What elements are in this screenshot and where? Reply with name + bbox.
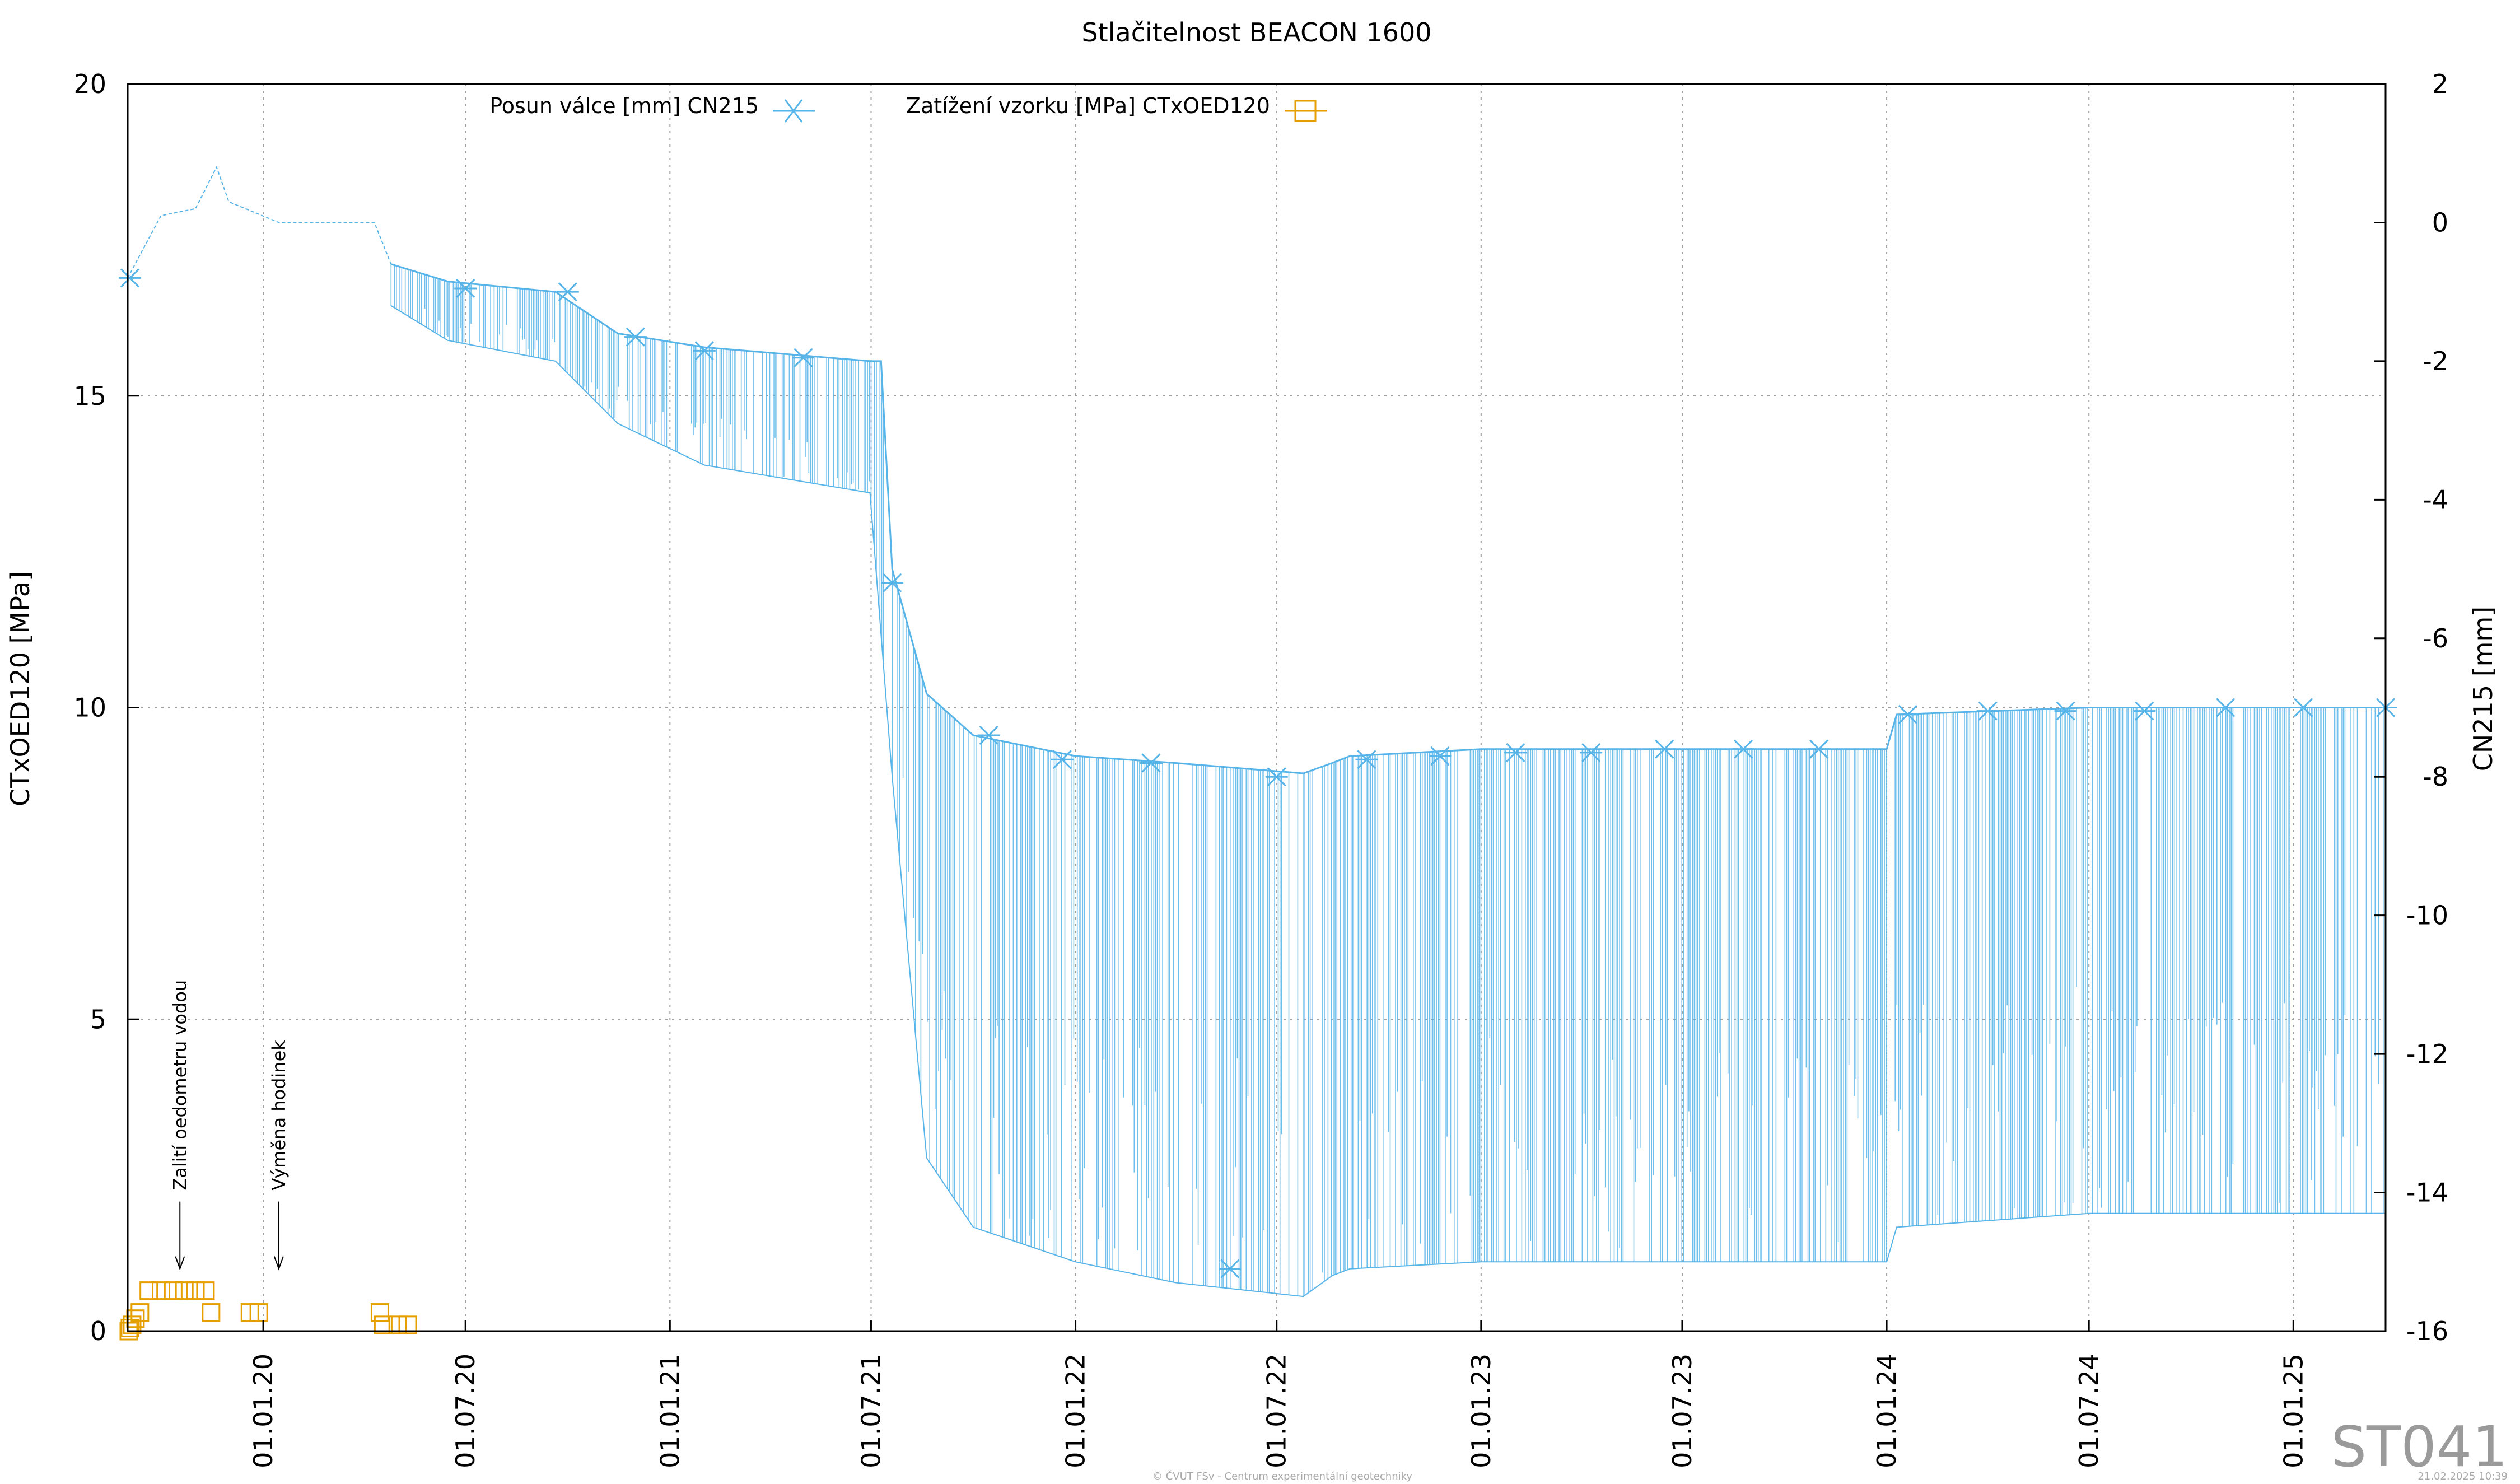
- tick-label-x: 01.07.21: [856, 1354, 886, 1468]
- cn215-point: [1504, 743, 1527, 762]
- tick-label-y-right: -14: [2406, 1178, 2448, 1208]
- axis-ticks: 0 5 10 15 20 -16 -14 -12 -10 -8 -6 -4 -2 0 2 01.01.20 01…: [73, 69, 2448, 1468]
- ctxoed120-point: [202, 1303, 221, 1322]
- cn215-excursions: [390, 264, 2384, 1297]
- tick-label-x: 01.01.23: [1466, 1354, 1496, 1468]
- tick-label-y-right: 0: [2432, 207, 2448, 237]
- tick-label-y-left: 15: [73, 381, 106, 411]
- footer-timestamp: 21.02.2025 10:39: [2418, 1471, 2508, 1482]
- cn215-point: [1732, 739, 1755, 759]
- tick-label-x: 01.01.22: [1061, 1354, 1091, 1468]
- tick-label-y-left: 10: [73, 693, 106, 723]
- ctxoed120-point: [186, 1281, 205, 1300]
- cn215-point: [1265, 767, 1288, 787]
- tick-label-x: 01.07.24: [2074, 1354, 2104, 1468]
- tick-label-y-left: 0: [90, 1316, 106, 1346]
- tick-label-y-left: 5: [90, 1004, 106, 1034]
- tick-label-x: 01.01.24: [1872, 1354, 1902, 1468]
- tick-label-y-right: -2: [2423, 346, 2448, 376]
- cn215-point: [2214, 698, 2237, 717]
- watermark-st041: ST041: [2331, 1414, 2508, 1480]
- cn215-point: [1896, 704, 1919, 724]
- annotation-label: Zalití oedometru vodou: [169, 980, 190, 1191]
- y-left-label: CTxOED120 [MPa]: [5, 571, 35, 806]
- tick-label-y-right: -8: [2423, 762, 2448, 792]
- ctxoed120-point: [120, 1318, 139, 1337]
- ctxoed120-point: [249, 1303, 268, 1322]
- ctxoed120-point: [139, 1281, 158, 1300]
- cn215-point: [1219, 1259, 1242, 1278]
- tick-label-y-left: 20: [73, 69, 106, 99]
- ctxoed120-point: [388, 1315, 407, 1334]
- cn215-point: [1653, 739, 1676, 759]
- ctxoed120-point: [398, 1315, 417, 1334]
- tick-label-x: 01.07.23: [1667, 1354, 1697, 1468]
- cn215-point: [2133, 701, 2156, 721]
- legend-swatch-ctxoed120: [1285, 100, 1327, 122]
- cn215-point: [1051, 750, 1074, 769]
- ctxoed120-point: [370, 1303, 389, 1322]
- series-cn215: [118, 165, 2397, 1298]
- annotations: Zalití oedometru vodou Výměna hodinek: [169, 980, 290, 1271]
- tick-label-x: 01.01.21: [655, 1354, 685, 1468]
- cn215-point: [624, 327, 647, 347]
- tick-label-x: 01.01.20: [248, 1354, 278, 1468]
- annotation-label: Výměna hodinek: [268, 1040, 290, 1191]
- cn215-point: [1976, 701, 1999, 721]
- tick-label-y-right: -6: [2423, 623, 2448, 654]
- tick-label-y-right: 2: [2432, 69, 2448, 99]
- cn215-point: [977, 725, 1000, 745]
- ctxoed120-point: [130, 1303, 150, 1322]
- tick-label-x: 01.07.20: [450, 1354, 480, 1468]
- annotation-arrowhead: [273, 1256, 284, 1271]
- legend-label-cn215: Posun válce [mm] CN215: [489, 94, 759, 118]
- legend-swatch-cn215: [773, 99, 815, 123]
- cn215-point: [556, 282, 579, 302]
- cn215-point: [1429, 746, 1452, 766]
- cn215-point: [2054, 701, 2077, 721]
- cn215-point: [792, 348, 815, 367]
- cn215-point: [2292, 698, 2315, 717]
- tick-label-y-right: -16: [2406, 1316, 2448, 1346]
- cn215-lower-envelope: [390, 305, 2386, 1298]
- legend-label-ctxoed120: Zatížení vzorku [MPa] CTxOED120: [906, 94, 1270, 118]
- legend: Posun válce [mm] CN215 Zatížení vzorku […: [489, 94, 1327, 123]
- cn215-point: [454, 278, 477, 298]
- annotation-arrowhead: [175, 1256, 185, 1271]
- cn215-point: [1140, 753, 1163, 773]
- y-right-label: CN215 [mm]: [2468, 606, 2498, 771]
- cn215-initial-trace: [127, 165, 392, 278]
- cn215-point: [118, 268, 141, 288]
- footer-copyright: © ČVUT FSv - Centrum experimentální geot…: [1152, 1470, 1412, 1482]
- cn215-point: [881, 573, 904, 592]
- cn215-point: [1355, 750, 1378, 769]
- ctxoed120-point: [152, 1281, 171, 1300]
- tick-label-y-right: -10: [2406, 900, 2448, 931]
- cn215-point: [1808, 739, 1831, 759]
- ctxoed120-point: [175, 1281, 194, 1300]
- tick-label-x: 01.01.25: [2278, 1354, 2308, 1468]
- chart-title: Stlačitelnost BEACON 1600: [1081, 17, 1431, 48]
- tick-label-x: 01.07.22: [1262, 1354, 1292, 1468]
- ctxoed120-point: [196, 1281, 215, 1300]
- cn215-point: [1580, 743, 1603, 762]
- tick-label-y-right: -4: [2423, 484, 2448, 515]
- tick-label-y-right: -12: [2406, 1039, 2448, 1069]
- cn215-point: [693, 341, 716, 361]
- series-ctxoed120: [119, 1281, 417, 1341]
- ctxoed120-point: [164, 1281, 183, 1300]
- ctxoed120-point: [374, 1315, 393, 1334]
